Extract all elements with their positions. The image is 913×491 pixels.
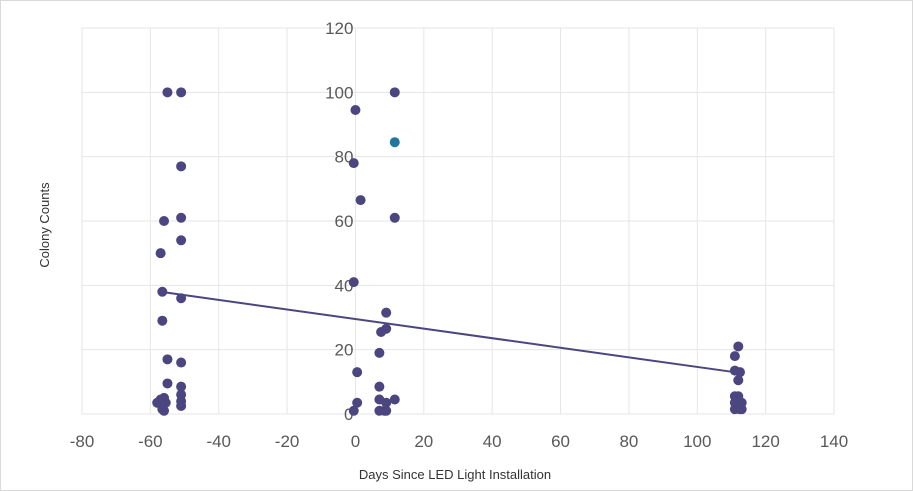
data-point bbox=[176, 161, 187, 172]
x-tick-label: 140 bbox=[820, 432, 848, 451]
y-axis-ticks: 0 20 40 60 80 100 120 bbox=[325, 19, 353, 424]
highlighted-data-point bbox=[389, 137, 400, 148]
data-point bbox=[736, 404, 747, 415]
data-point bbox=[350, 105, 361, 116]
data-point bbox=[176, 87, 187, 98]
data-point bbox=[381, 397, 392, 408]
data-point bbox=[352, 367, 363, 378]
data-point bbox=[162, 378, 173, 389]
y-tick-label: 40 bbox=[335, 276, 354, 295]
data-point bbox=[176, 357, 187, 368]
data-point bbox=[355, 195, 366, 206]
data-point bbox=[733, 341, 744, 352]
trendline bbox=[160, 290, 736, 374]
x-tick-label: 80 bbox=[619, 432, 638, 451]
x-axis-ticks: -80 -60 -40 -20 0 20 40 60 80 100 120 140 bbox=[70, 432, 848, 451]
data-point bbox=[729, 351, 740, 362]
data-point bbox=[733, 375, 744, 386]
data-point bbox=[162, 87, 173, 98]
data-point bbox=[155, 248, 166, 259]
x-tick-label: -80 bbox=[70, 432, 95, 451]
data-point bbox=[176, 212, 187, 223]
data-point bbox=[159, 405, 170, 416]
data-point bbox=[348, 158, 359, 169]
data-point bbox=[376, 326, 387, 337]
data-point bbox=[176, 381, 187, 392]
data-point bbox=[157, 315, 168, 326]
y-tick-label: 80 bbox=[335, 148, 354, 167]
data-point bbox=[381, 307, 392, 318]
x-tick-label: 20 bbox=[414, 432, 433, 451]
data-point bbox=[374, 347, 385, 358]
data-point bbox=[176, 400, 187, 411]
x-tick-label: 40 bbox=[483, 432, 502, 451]
y-axis-title: Colony Counts bbox=[37, 182, 52, 268]
y-tick-label: 100 bbox=[325, 83, 353, 102]
x-tick-label: 120 bbox=[751, 432, 779, 451]
data-point bbox=[735, 367, 745, 378]
data-point bbox=[176, 293, 187, 304]
data-point bbox=[348, 405, 359, 416]
data-point bbox=[176, 235, 187, 246]
data-point bbox=[389, 394, 400, 405]
y-tick-label: 0 bbox=[344, 405, 353, 424]
y-tick-label: 60 bbox=[335, 212, 354, 231]
data-point bbox=[389, 212, 400, 223]
data-point bbox=[381, 405, 392, 416]
x-tick-label: -40 bbox=[206, 432, 231, 451]
x-tick-label: 100 bbox=[683, 432, 711, 451]
y-tick-label: 20 bbox=[335, 341, 354, 360]
data-points bbox=[152, 87, 747, 416]
data-point bbox=[348, 277, 359, 288]
x-tick-label: -20 bbox=[275, 432, 300, 451]
x-tick-label: -60 bbox=[138, 432, 163, 451]
data-point bbox=[162, 354, 173, 365]
grid bbox=[81, 27, 835, 415]
x-tick-label: 0 bbox=[351, 432, 360, 451]
data-point bbox=[159, 216, 170, 226]
x-tick-label: 60 bbox=[551, 432, 570, 451]
data-point bbox=[389, 87, 400, 98]
x-axis-title: Days Since LED Light Installation bbox=[359, 467, 551, 482]
trendline-group bbox=[160, 290, 736, 374]
y-tick-label: 120 bbox=[325, 19, 353, 38]
data-point bbox=[157, 286, 168, 297]
data-point bbox=[374, 381, 385, 392]
data-point bbox=[352, 397, 363, 408]
